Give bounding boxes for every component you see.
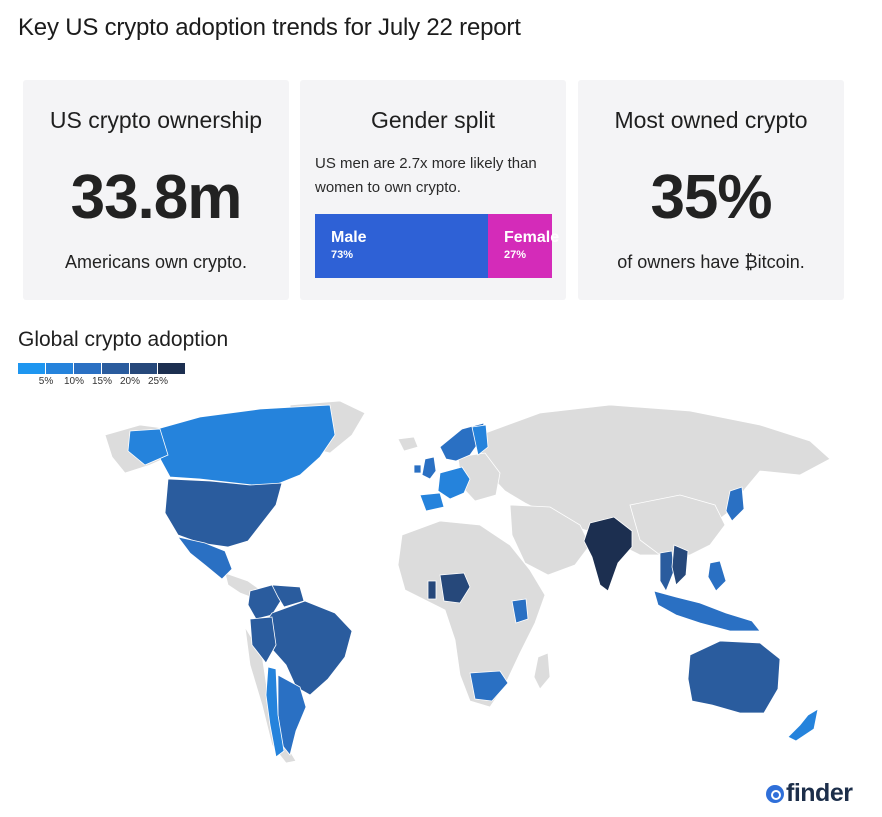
region-united-kingdom bbox=[421, 456, 437, 480]
region-ireland bbox=[413, 464, 422, 474]
legend-tick: 15% bbox=[91, 376, 113, 387]
region-east-asia bbox=[629, 494, 726, 556]
legend-swatch bbox=[18, 363, 45, 374]
world-map bbox=[104, 400, 831, 764]
legend-color-scale bbox=[18, 363, 188, 374]
region-iceland bbox=[397, 436, 419, 452]
male-label: Male bbox=[331, 229, 367, 246]
brand-name: finder bbox=[786, 779, 853, 807]
legend-tick: 5% bbox=[38, 376, 54, 387]
gender-card: Gender split US men are 2.7x more likely… bbox=[300, 80, 566, 300]
ownership-title: US crypto ownership bbox=[49, 107, 263, 133]
region-kenya bbox=[511, 598, 529, 624]
region-japan bbox=[725, 486, 745, 522]
legend-swatch bbox=[102, 363, 129, 374]
region-united-states bbox=[164, 478, 283, 548]
legend-swatch bbox=[158, 363, 185, 374]
male-percent: 73% bbox=[331, 249, 354, 261]
legend-swatch bbox=[46, 363, 73, 374]
map-title: Global crypto adoption bbox=[18, 328, 229, 351]
region-thailand bbox=[659, 550, 675, 592]
region-vietnam bbox=[671, 544, 689, 586]
region-canada bbox=[149, 404, 336, 488]
most-owned-note: of owners have ₿itcoin. bbox=[617, 252, 805, 272]
region-philippines bbox=[707, 560, 727, 592]
region-malaysia-indonesia bbox=[653, 590, 761, 632]
region-nigeria bbox=[439, 572, 471, 604]
ownership-card: US crypto ownership 33.8m Americans own … bbox=[23, 80, 289, 300]
region-india bbox=[583, 516, 633, 592]
region-chile bbox=[265, 666, 285, 758]
region-mexico bbox=[177, 536, 233, 580]
region-madagascar bbox=[533, 652, 551, 690]
region-ghana bbox=[427, 580, 437, 600]
female-percent: 27% bbox=[504, 249, 527, 261]
legend-swatch bbox=[130, 363, 157, 374]
region-finland bbox=[471, 424, 489, 456]
female-segment: Female 27% bbox=[488, 214, 560, 278]
gender-split-bar: Male 73% Female 27% bbox=[315, 214, 560, 278]
region-alaska-ca bbox=[127, 428, 169, 466]
region-africa bbox=[397, 520, 546, 708]
region-south-america-other bbox=[244, 626, 297, 764]
most-owned-title: Most owned crypto bbox=[614, 107, 808, 133]
search-magnifier-icon bbox=[766, 784, 784, 803]
most-owned-value: 35% bbox=[650, 163, 772, 232]
gender-title: Gender split bbox=[370, 107, 495, 133]
legend-tick: 10% bbox=[63, 376, 85, 387]
region-new-zealand bbox=[787, 708, 819, 742]
gender-description: US men are 2.7x more likely than women t… bbox=[315, 155, 537, 196]
legend-tick: 25% bbox=[147, 376, 169, 387]
legend-ticks: 5% 10% 15% 20% 25% bbox=[18, 374, 188, 388]
legend-tick: 20% bbox=[119, 376, 141, 387]
female-label: Female bbox=[504, 229, 560, 246]
region-venezuela bbox=[271, 584, 305, 608]
most-owned-card: Most owned crypto 35% of owners have ₿it… bbox=[578, 80, 844, 300]
region-australia bbox=[687, 640, 781, 714]
ownership-note: Americans own crypto. bbox=[64, 252, 248, 272]
region-peru bbox=[249, 616, 277, 664]
ownership-value: 33.8m bbox=[70, 163, 243, 232]
region-south-africa bbox=[469, 670, 509, 702]
finder-logo: finder bbox=[766, 779, 853, 808]
region-western-europe bbox=[437, 466, 471, 500]
map-legend: 5% 10% 15% 20% 25% bbox=[18, 363, 188, 388]
region-middle-east bbox=[509, 504, 591, 576]
page-title: Key US crypto adoption trends for July 2… bbox=[18, 14, 521, 41]
region-spain bbox=[419, 492, 445, 512]
male-segment: Male 73% bbox=[315, 214, 488, 278]
legend-swatch bbox=[74, 363, 101, 374]
